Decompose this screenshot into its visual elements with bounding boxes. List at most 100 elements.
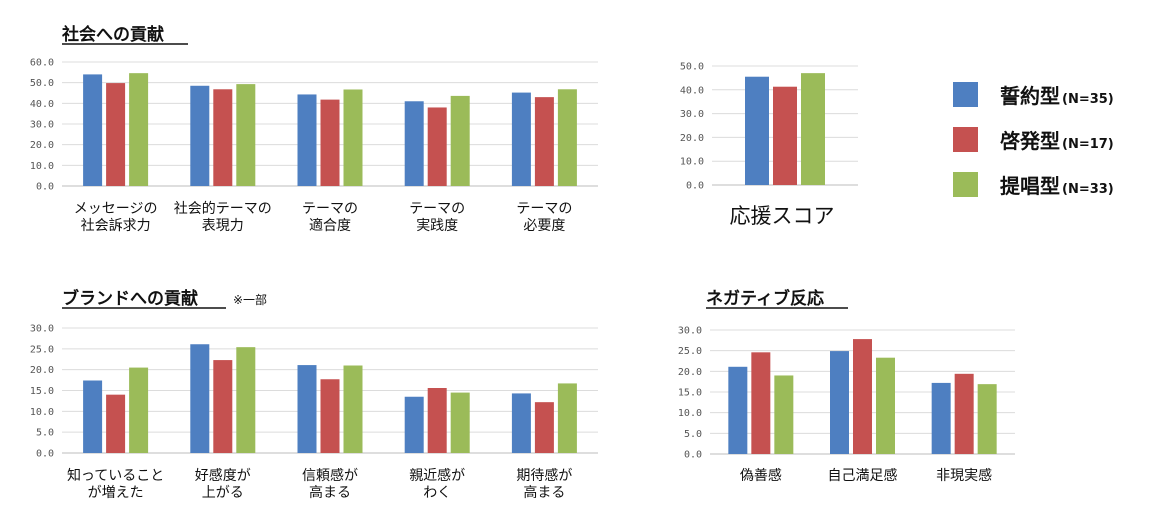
brand-ytick-label: 15.0	[30, 386, 54, 397]
brand-bar	[534, 402, 554, 453]
social-bar	[297, 94, 317, 186]
social-ytick-label: 60.0	[30, 58, 54, 69]
negative-bar	[774, 375, 794, 454]
social-category-label: テーマの適合度	[302, 201, 358, 234]
social-ytick-label: 0.0	[36, 182, 54, 193]
social-bar	[190, 85, 210, 186]
social-category-label: テーマの必要度	[516, 201, 572, 234]
social-plot: 0.0 10.0 20.0 30.0 40.0 50.0 60.0 メッセージの社会訴求力社会…	[30, 58, 598, 234]
social-category-label: テーマの実践度	[409, 201, 465, 234]
negative-bar	[977, 384, 997, 454]
support-ytick-label: 40.0	[680, 85, 704, 96]
social-bar	[427, 107, 447, 186]
brand-bar	[320, 379, 340, 453]
negative-ytick-label: 5.0	[684, 429, 702, 440]
support-ytick-label: 50.0	[680, 62, 704, 73]
negative-ytick-label: 15.0	[678, 388, 702, 399]
negative-category-label: 自己満足感	[828, 467, 898, 484]
negative-bar	[954, 373, 974, 454]
social-bar	[404, 101, 424, 186]
brand-ytick-label: 5.0	[36, 428, 54, 439]
negative-ytick-label: 0.0	[684, 450, 702, 461]
social-chart-title: 社会への貢献	[61, 24, 164, 45]
negative-bar	[728, 366, 748, 454]
brand-category-label: 親近感がわく	[409, 467, 465, 501]
social-bar	[511, 92, 531, 186]
brand-ytick-label: 20.0	[30, 365, 54, 376]
support-ytick-label: 0.0	[686, 181, 704, 192]
brand-bar	[213, 360, 233, 453]
social-ytick-label: 10.0	[30, 161, 54, 172]
negative-ytick-label: 30.0	[678, 326, 702, 337]
brand-chart-title: ブランドへの貢献	[62, 288, 198, 309]
brand-bar	[106, 394, 126, 453]
brand-bar	[511, 393, 531, 453]
social-ytick-label: 20.0	[30, 140, 54, 151]
brand-plot: 0.0 5.0 10.0 15.0 20.0 25.0 30.0 知っていることが増えた好感度…	[30, 324, 598, 501]
brand-category-label: 信頼感が高まる	[302, 467, 358, 501]
social-bar	[534, 97, 554, 186]
negative-bar	[853, 339, 872, 454]
social-bar	[106, 83, 126, 186]
negative-ytick-label: 25.0	[678, 346, 702, 357]
social-bar	[83, 74, 103, 186]
brand-bar	[404, 396, 424, 453]
negative-ytick-label: 10.0	[678, 408, 702, 419]
social-bar	[450, 95, 470, 186]
legend-swatch-pledge	[953, 82, 978, 107]
social-category-label: 社会的テーマの表現力	[174, 201, 272, 234]
brand-chart-note: ※一部	[233, 292, 267, 307]
negative-category-label: 偽善感	[740, 467, 782, 484]
brand-bar	[450, 392, 470, 453]
social-bar	[343, 89, 363, 186]
social-bar	[236, 84, 256, 186]
social-bar	[557, 89, 577, 186]
brand-bar	[343, 365, 363, 453]
social-ytick-label: 30.0	[30, 120, 54, 131]
brand-ytick-label: 10.0	[30, 407, 54, 418]
support-bar	[773, 86, 797, 185]
negative-plot: 0.0 5.0 10.0 15.0 20.0 25.0 30.0 偽善感 自己満足感 非現実感	[678, 326, 1015, 484]
social-bar	[320, 99, 340, 186]
brand-ytick-label: 30.0	[30, 324, 54, 335]
negative-bar	[751, 352, 771, 454]
support-ytick-label: 30.0	[680, 109, 704, 120]
negative-bar	[876, 357, 895, 454]
social-bar	[213, 89, 233, 186]
negative-chart-title: ネガティブ反応	[706, 288, 824, 309]
brand-bar	[190, 344, 210, 453]
support-bar	[801, 73, 825, 185]
legend-label-pledge: 誓約型 (N=35)	[1000, 84, 1114, 108]
negative-bar	[931, 382, 951, 454]
support-chart-xlabel: 応援スコア	[730, 204, 835, 228]
support-bar	[745, 76, 769, 185]
brand-ytick-label: 0.0	[36, 449, 54, 460]
negative-bar	[830, 351, 849, 454]
negative-ytick-label: 20.0	[678, 367, 702, 378]
support-plot: 0.0 10.0 20.0 30.0 40.0 50.0	[680, 62, 858, 192]
social-ytick-label: 40.0	[30, 99, 54, 110]
social-ytick-label: 50.0	[30, 78, 54, 89]
negative-category-label: 非現実感	[936, 467, 992, 484]
brand-bar	[236, 347, 256, 453]
brand-category-label: 知っていることが増えた	[67, 467, 164, 501]
brand-bar	[83, 380, 103, 453]
plot-areas: 0.0 10.0 20.0 30.0 40.0 50.0 60.0 メッセージの社会訴求力社会…	[30, 58, 1015, 501]
brand-bar	[427, 388, 447, 453]
legend-swatch-enlighten	[953, 127, 978, 152]
legend-label-advocate: 提唱型 (N=33)	[1000, 174, 1114, 198]
brand-ytick-label: 25.0	[30, 344, 54, 355]
legend: 誓約型 (N=35) 啓発型 (N=17) 提唱型 (N=33)	[953, 82, 1114, 198]
support-ytick-label: 10.0	[680, 157, 704, 168]
social-bar	[129, 73, 149, 186]
brand-bar	[297, 365, 317, 453]
brand-bar	[557, 383, 577, 453]
brand-category-label: 期待感が高まる	[516, 467, 572, 501]
social-category-label: メッセージの社会訴求力	[74, 201, 158, 234]
legend-label-enlighten: 啓発型 (N=17)	[1000, 129, 1114, 153]
support-ytick-label: 20.0	[680, 133, 704, 144]
legend-swatch-advocate	[953, 172, 978, 197]
brand-category-label: 好感度が上がる	[195, 467, 251, 501]
